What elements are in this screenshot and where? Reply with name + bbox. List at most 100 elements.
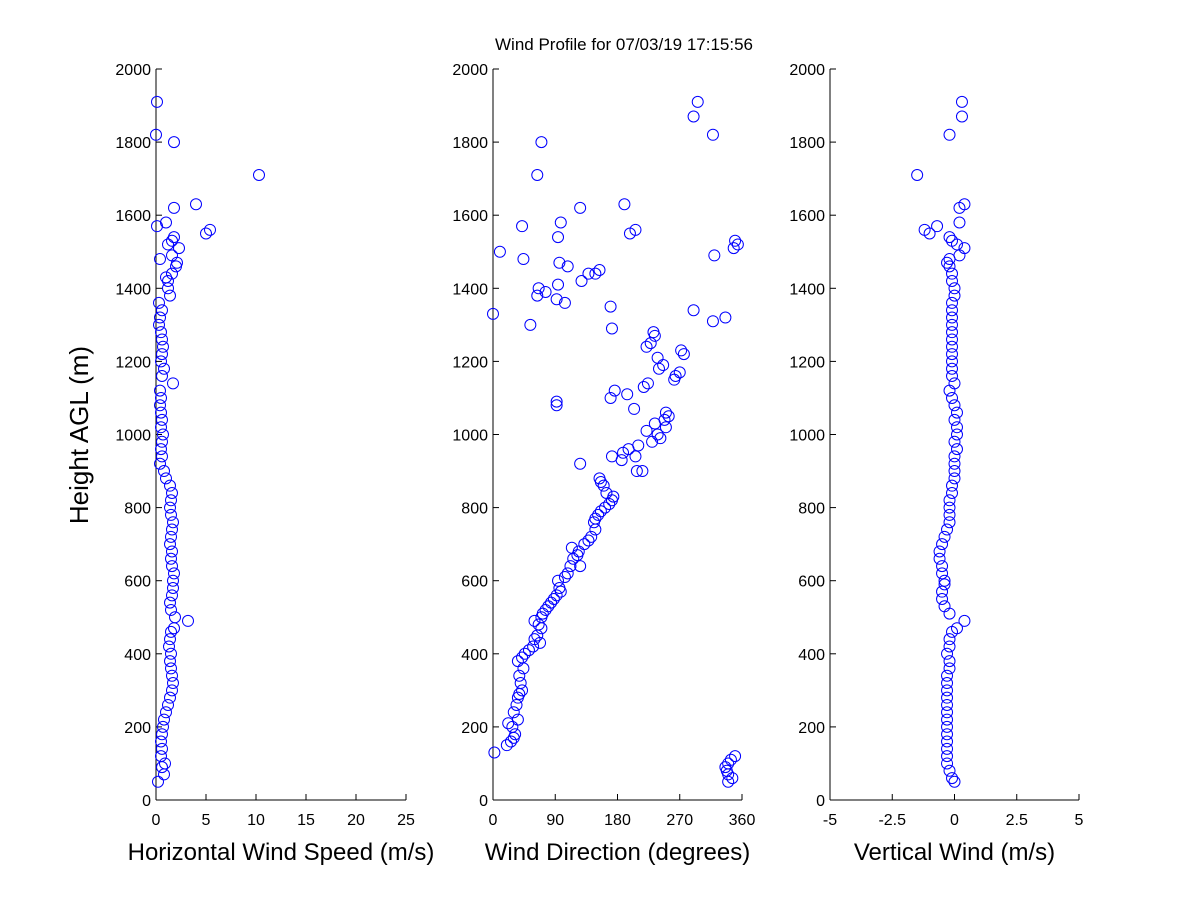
data-point-speed	[167, 377, 179, 390]
data-point-speed	[160, 472, 172, 485]
data-point-direction	[593, 472, 606, 485]
data-point-direction	[550, 589, 563, 602]
data-point-speed	[165, 494, 177, 507]
x-tick-label-direction: 180	[604, 812, 631, 829]
data-point-direction	[539, 285, 552, 298]
y-tick-label-speed: 400	[124, 647, 151, 664]
data-point-speed	[164, 596, 176, 609]
data-point-speed	[155, 443, 167, 456]
data-point-speed	[155, 735, 167, 748]
data-point-vertical	[946, 267, 959, 280]
data-point-direction	[542, 600, 555, 613]
data-point-direction	[531, 168, 544, 181]
data-point-direction	[545, 596, 558, 609]
data-point-vertical	[946, 318, 959, 331]
y-tick-label-direction: 1200	[452, 354, 488, 371]
x-tick-label-speed: 5	[202, 812, 211, 829]
data-point-vertical	[946, 362, 959, 375]
data-point-direction	[621, 388, 634, 401]
data-point-speed	[165, 603, 177, 616]
data-point-direction	[550, 399, 563, 412]
data-point-speed	[165, 662, 177, 675]
y-tick-label-vertical: 800	[798, 501, 825, 518]
data-point-vertical	[941, 750, 954, 763]
data-point-speed	[169, 611, 181, 624]
data-point-speed	[156, 370, 168, 383]
data-point-direction	[687, 110, 700, 123]
data-point-vertical	[950, 428, 963, 441]
data-point-speed	[168, 567, 180, 580]
data-point-direction	[651, 428, 664, 441]
data-point-direction	[640, 340, 653, 353]
data-point-vertical	[946, 486, 959, 499]
x-axis-label-speed: Horizontal Wind Speed (m/s)	[128, 839, 435, 866]
data-point-speed	[166, 669, 178, 682]
data-point-direction	[724, 753, 737, 766]
data-point-direction	[550, 395, 563, 408]
data-point-direction	[632, 439, 645, 452]
data-point-speed	[164, 538, 176, 551]
x-tick-label-speed: 0	[152, 812, 161, 829]
data-point-speed	[166, 560, 178, 573]
data-point-direction	[731, 238, 744, 251]
data-point-vertical	[958, 242, 971, 255]
data-point-speed	[158, 768, 170, 781]
data-point-speed	[171, 256, 183, 269]
data-point-vertical	[936, 585, 949, 598]
data-point-direction	[532, 618, 545, 631]
data-point-speed	[168, 136, 180, 149]
data-point-speed	[160, 216, 172, 229]
data-point-vertical	[946, 355, 959, 368]
data-point-vertical	[946, 296, 959, 309]
data-point-speed	[167, 677, 179, 690]
y-tick-label-vertical: 1800	[789, 135, 825, 152]
data-point-direction	[532, 282, 545, 295]
data-point-speed	[164, 691, 176, 704]
y-axis-label: Height AGL (m)	[64, 346, 94, 524]
data-point-vertical	[933, 552, 946, 565]
data-point-direction	[722, 757, 735, 770]
data-point-direction	[554, 216, 567, 229]
data-point-direction	[618, 198, 631, 211]
data-point-vertical	[938, 578, 951, 591]
data-point-direction	[493, 245, 506, 258]
data-point-speed	[200, 227, 212, 240]
data-point-speed	[173, 242, 185, 255]
data-point-speed	[168, 231, 180, 244]
data-point-vertical	[948, 399, 961, 412]
data-point-vertical	[958, 614, 971, 627]
data-point-vertical	[943, 640, 956, 653]
y-tick-label-direction: 800	[461, 501, 488, 518]
data-point-direction	[564, 560, 577, 573]
x-tick-label-speed: 25	[397, 812, 415, 829]
data-point-speed	[166, 684, 178, 697]
data-point-direction	[536, 607, 549, 620]
data-point-speed	[156, 450, 168, 463]
data-point-direction	[552, 231, 565, 244]
data-point-direction	[729, 750, 742, 763]
data-point-direction	[719, 311, 732, 324]
data-point-vertical	[931, 220, 944, 233]
data-point-vertical	[948, 413, 961, 426]
data-point-speed	[153, 318, 165, 331]
data-point-direction	[708, 249, 721, 262]
data-point-direction	[673, 366, 686, 379]
data-point-direction	[636, 465, 649, 478]
data-point-direction	[516, 220, 529, 233]
data-point-vertical	[943, 633, 956, 646]
data-point-direction	[675, 344, 688, 357]
data-point-vertical	[953, 216, 966, 229]
y-tick-label-vertical: 1200	[789, 354, 825, 371]
y-tick-label-direction: 0	[479, 793, 488, 810]
data-point-direction	[574, 560, 587, 573]
x-tick-label-speed: 15	[297, 812, 315, 829]
data-point-vertical	[936, 560, 949, 573]
panel-vertical: 0 200 400 600 800 1000 1200 1400 1600 1800 2000 -5 -…	[789, 62, 1083, 866]
y-tick-label-direction: 600	[461, 574, 488, 591]
data-point-speed	[166, 267, 178, 280]
data-point-direction	[597, 479, 610, 492]
data-point-direction	[599, 501, 612, 514]
data-point-speed	[151, 95, 163, 108]
data-point-vertical	[941, 757, 954, 770]
